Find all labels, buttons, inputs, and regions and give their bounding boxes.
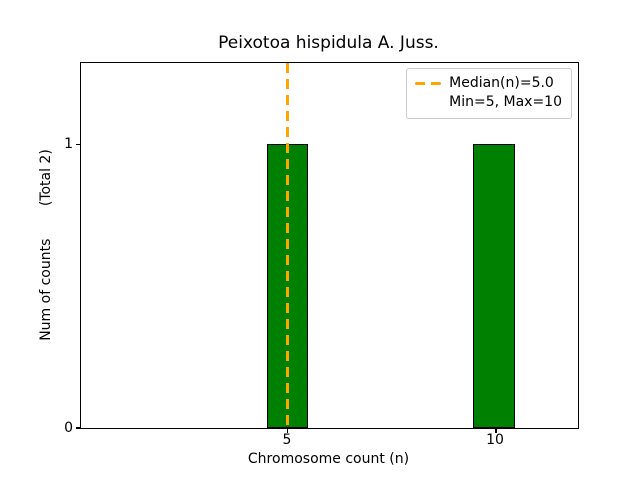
legend-row-median: Median(n)=5.0 [415, 74, 562, 93]
legend-row-minmax: Min=5, Max=10 [415, 93, 562, 112]
x-axis-label: Chromosome count (n) [247, 451, 410, 467]
x-tick-mark-5 [286, 429, 288, 433]
legend: Median(n)=5.0 Min=5, Max=10 [406, 68, 572, 119]
y-tick-mark-1 [76, 143, 80, 145]
bar-n10 [473, 144, 515, 428]
x-tick-label-10: 10 [486, 432, 504, 448]
chart-title: Peixotoa hispidula A. Juss. [218, 33, 439, 53]
y-axis-total-annotation: (Total 2) [38, 149, 54, 207]
median-dashed-line-swatch [415, 82, 442, 85]
x-tick-mark-10 [495, 429, 497, 433]
plot-area: 5 10 0 1 Median(n)=5.0 Min=5, Max=10 [64, 62, 579, 448]
y-axis-label: Num of counts (Total 2) [38, 149, 54, 341]
legend-swatch-spacer [415, 101, 441, 104]
y-tick-mark-0 [76, 427, 80, 429]
x-tick-label-5: 5 [282, 432, 292, 448]
y-tick-label-0: 0 [64, 420, 73, 436]
y-tick-label-1: 1 [64, 136, 73, 152]
median-vline [286, 63, 289, 428]
y-axis-label-text: Num of counts [38, 238, 54, 341]
legend-median-label: Median(n)=5.0 [449, 75, 554, 91]
legend-minmax-label: Min=5, Max=10 [449, 94, 562, 110]
